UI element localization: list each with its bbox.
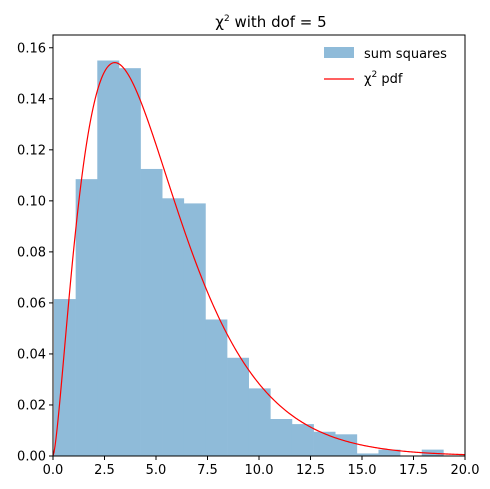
y-axis: 0.00 0.02 0.04 0.06 0.08 0.10 0.12 0.14 0.16 [17,41,53,465]
legend: sum squares χ2 pdf [324,47,447,87]
y-tick-label: 0.00 [17,450,46,465]
y-tick-label: 0.10 [17,194,46,209]
y-tick-label: 0.06 [17,296,46,311]
y-tick-label: 0.16 [17,41,46,56]
y-tick-label: 0.02 [17,398,46,413]
x-tick-label: 12.5 [296,463,325,478]
pdf-curve-layer [52,62,466,457]
histogram-bar [54,299,76,456]
histogram-bar [270,419,293,456]
legend-label-pdf: χ2 pdf [364,70,403,87]
legend-label-sum-squares: sum squares [364,47,447,62]
x-tick-label: 20.0 [451,463,480,478]
pdf-curve [52,62,466,457]
histogram-bar [378,449,401,456]
histogram-bar [97,60,120,457]
x-tick-label: 5.0 [146,463,167,478]
y-tick-label: 0.08 [17,245,46,260]
y-tick-label: 0.14 [17,92,46,107]
legend-swatch-sum-squares [324,47,354,58]
histogram-bar [140,168,163,457]
x-tick-label: 2.5 [94,463,115,478]
y-tick-label: 0.12 [17,143,46,158]
histogram-bar [313,431,336,456]
histogram-bar [75,179,98,457]
histogram-bar [291,424,314,456]
histogram-bar [118,68,141,456]
x-tick-label: 7.5 [197,463,218,478]
chart-title: χ2 with dof = 5 [215,13,326,31]
histogram-bar [205,319,228,456]
x-tick-label: 10.0 [245,463,274,478]
x-tick-label: 17.5 [399,463,428,478]
histogram-bar [335,434,358,456]
x-axis: 0.0 2.5 5.0 7.5 10.0 12.5 15.0 17.5 20.0 [43,456,480,478]
y-tick-label: 0.04 [17,347,46,362]
histogram-bar [356,453,379,456]
x-tick-label: 15.0 [348,463,377,478]
histogram-bars [54,60,444,457]
histogram-bar [227,357,249,456]
x-tick-label: 0.0 [43,463,64,478]
histogram-bar [248,388,271,456]
histogram-bar [162,198,185,456]
histogram-bar [183,203,206,456]
